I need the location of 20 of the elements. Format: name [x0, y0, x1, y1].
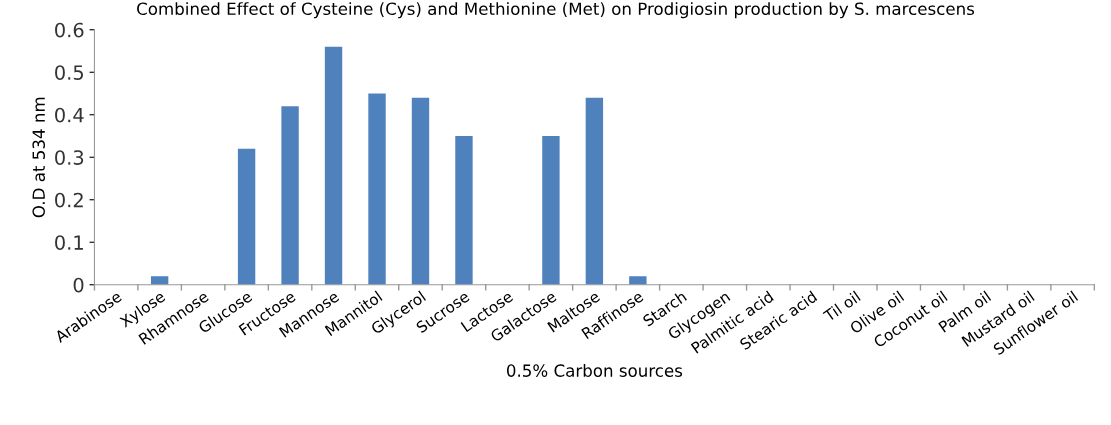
bar	[411, 97, 430, 285]
bar	[281, 106, 299, 285]
bar	[150, 276, 169, 285]
y-tick-label: 0.1	[55, 235, 83, 250]
bar	[629, 276, 647, 285]
bar	[542, 136, 560, 285]
y-tick-label: 0.6	[55, 22, 84, 38]
bar	[324, 46, 343, 285]
bar	[368, 93, 386, 285]
y-axis-title: O.D at 534 nm	[32, 97, 46, 218]
bar	[455, 136, 473, 285]
y-tick-label: 0.4	[55, 107, 84, 123]
y-tick-label: 0	[73, 277, 84, 293]
x-axis-title: 0.5% Carbon sources	[506, 364, 683, 377]
y-tick-label: 0.5	[55, 65, 84, 80]
y-tick-label: 0.2	[55, 192, 83, 208]
chart-title: Combined Effect of Cysteine (Cys) and Methionine (Met) on Prodigiosin production by S. marcescens	[137, 2, 975, 19]
bar	[585, 97, 604, 285]
bar	[237, 148, 256, 285]
y-tick-label: 0.3	[55, 150, 84, 165]
